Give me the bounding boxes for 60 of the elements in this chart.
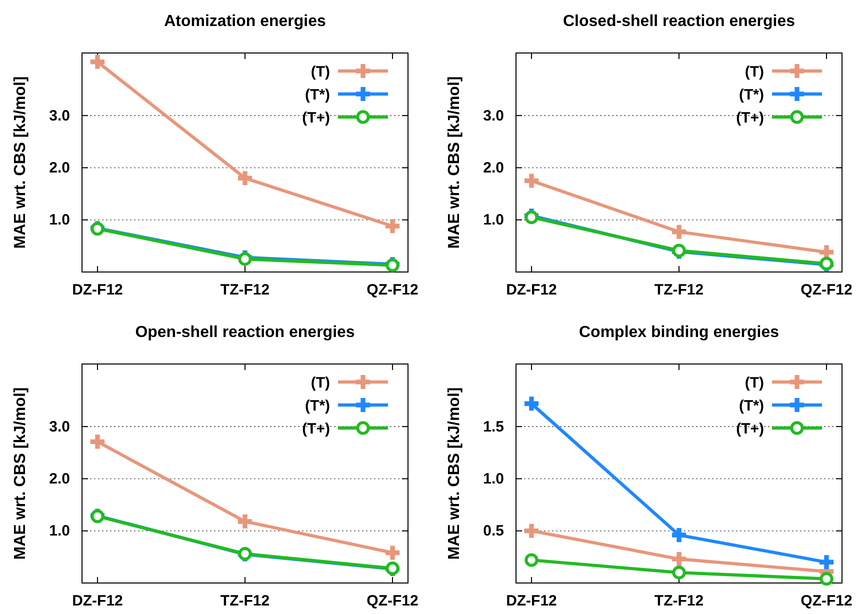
- point: [672, 552, 686, 566]
- x-tick-label: TZ-F12: [654, 282, 704, 299]
- legend-label: (T): [310, 63, 330, 80]
- y-tick-label: 2.0: [483, 160, 504, 177]
- x-tick-label: QZ-F12: [800, 592, 852, 610]
- legend-label: (T*): [305, 86, 330, 104]
- x-tick-label: QZ-F12: [366, 282, 418, 299]
- y-axis-title: MAE wrt. CBS [kJ/mol]: [12, 76, 29, 249]
- y-tick-label: 0.5: [483, 522, 504, 540]
- x-tick-label: DZ-F12: [506, 592, 557, 610]
- x-tick-label: TZ-F12: [220, 592, 270, 610]
- chart-title: Closed-shell reaction energies: [562, 13, 796, 30]
- legend-label: (T*): [739, 86, 764, 104]
- chart-title: Atomization energies: [164, 13, 326, 30]
- x-tick-label: QZ-F12: [800, 282, 852, 299]
- point: [385, 546, 400, 560]
- y-axis-title: MAE wrt. CBS [kJ/mol]: [12, 387, 29, 560]
- y-axis-title: MAE wrt. CBS [kJ/mol]: [446, 387, 463, 560]
- point: [820, 572, 834, 586]
- point: [524, 174, 539, 188]
- y-tick-label: 3.0: [49, 418, 70, 436]
- point: [672, 528, 686, 542]
- legend-label: (T): [744, 63, 764, 80]
- point: [524, 524, 539, 538]
- x-tick-label: DZ-F12: [72, 592, 123, 610]
- y-tick-label: 1.0: [483, 212, 504, 229]
- legend-label: (T*): [739, 397, 764, 414]
- point: [524, 553, 538, 567]
- point: [524, 396, 539, 411]
- legend-label: (T): [310, 374, 330, 392]
- y-tick-label: 3.0: [483, 107, 504, 124]
- y-tick-label: 2.0: [49, 470, 70, 488]
- point: [90, 434, 105, 449]
- legend-label: (T*): [305, 397, 330, 414]
- y-tick-label: 1.5: [483, 418, 504, 436]
- chart-title: Complex binding energies: [578, 324, 780, 341]
- y-axis-title: MAE wrt. CBS [kJ/mol]: [446, 76, 463, 249]
- point: [238, 514, 252, 529]
- y-tick-label: 1.0: [49, 522, 70, 540]
- legend-label: (T+): [736, 109, 764, 126]
- y-tick-label: 1.0: [483, 470, 504, 488]
- point: [672, 224, 686, 239]
- x-tick-label: TZ-F12: [220, 282, 270, 299]
- point: [819, 555, 834, 570]
- y-tick-label: 1.0: [49, 212, 70, 229]
- x-tick-label: DZ-F12: [72, 282, 123, 299]
- x-tick-label: QZ-F12: [366, 592, 418, 610]
- x-tick-label: DZ-F12: [506, 282, 557, 299]
- legend-label: (T+): [302, 109, 330, 126]
- point: [672, 566, 686, 580]
- point: [385, 219, 400, 234]
- chart-title: Open-shell reaction energies: [135, 324, 355, 341]
- y-tick-label: 3.0: [49, 107, 70, 124]
- point: [238, 171, 252, 186]
- point: [90, 54, 105, 69]
- y-tick-label: 2.0: [49, 160, 70, 177]
- x-tick-label: TZ-F12: [654, 592, 704, 610]
- legend-label: (T): [744, 374, 764, 392]
- legend-label: (T+): [302, 420, 330, 438]
- legend-label: (T+): [736, 420, 764, 438]
